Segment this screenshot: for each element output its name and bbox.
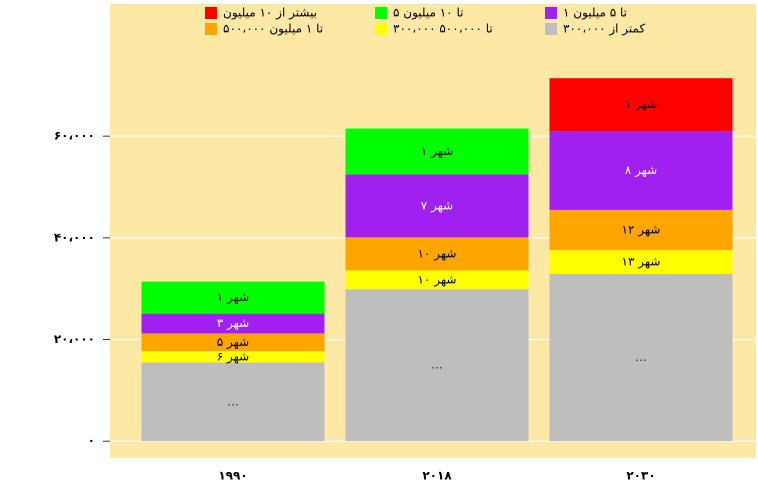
bar-segment — [345, 174, 529, 238]
bar-segment — [141, 281, 325, 314]
segment-label: ۱۳ شهر — [622, 255, 661, 270]
bar-segment — [345, 289, 529, 442]
segment-label: ۵ شهر — [217, 335, 249, 350]
bar-segment — [345, 237, 529, 271]
y-tick-label: ۰ — [88, 434, 95, 448]
legend-swatch — [545, 23, 557, 35]
segment-label: ۱ شهر — [625, 97, 657, 112]
x-tick-label: ۲۰۱۸ — [422, 469, 452, 483]
bar-segment — [141, 351, 325, 363]
bar-segment — [141, 362, 325, 442]
segment-label: ۸ شهر — [625, 163, 657, 178]
bar-segment — [549, 78, 733, 132]
legend-swatch — [375, 23, 387, 35]
segment-label: ۱۰ شهر — [418, 246, 457, 261]
x-tick-label: ۲۰۳۰ — [626, 469, 655, 483]
segment-label: ۱ شهر — [421, 144, 453, 159]
legend-swatch — [205, 7, 217, 19]
segment-label: ... — [635, 350, 646, 364]
bar-segment — [345, 128, 529, 175]
bar-segment — [345, 270, 529, 290]
segment-label: ۷ شهر — [421, 198, 453, 213]
bar-segment — [549, 273, 733, 442]
legend-label: ۳۰۰،۰۰۰ تا ۵۰۰،۰۰۰ — [393, 22, 493, 36]
y-tick-label: ۴۰،۰۰۰ — [54, 230, 95, 244]
segment-label: ۱۰ شهر — [418, 272, 457, 287]
legend-label: ۵۰۰،۰۰۰ تا ۱ میلیون — [223, 22, 323, 37]
y-tick-label: ۶۰،۰۰۰ — [54, 129, 95, 143]
legend-swatch — [375, 7, 387, 19]
segment-label: ۱ شهر — [217, 290, 249, 305]
segment-label: ۳ شهر — [217, 316, 249, 331]
legend-label: ۵ تا ۱۰ میلیون — [393, 6, 463, 21]
legend-label: کمتر از ۳۰۰،۰۰۰ — [563, 22, 645, 37]
x-tick-label: ۱۹۹۰ — [218, 469, 247, 483]
y-tick-label: ۲۰،۰۰۰ — [54, 332, 95, 346]
bar-segment — [141, 313, 325, 334]
legend-label: بیشتر از ۱۰ میلیون — [223, 6, 317, 21]
segment-label: ۶ شهر — [217, 349, 249, 364]
bar-segment — [141, 333, 325, 352]
legend-swatch — [205, 23, 217, 35]
segment-label: ... — [227, 394, 238, 408]
segment-label: ... — [431, 358, 442, 372]
legend-swatch — [545, 7, 557, 19]
bar-segment — [549, 209, 733, 251]
segment-label: ۱۲ شهر — [622, 222, 661, 237]
bar-segment — [549, 250, 733, 274]
bar-segment — [549, 131, 733, 210]
legend-label: ۱ تا ۵ میلیون — [563, 6, 627, 21]
